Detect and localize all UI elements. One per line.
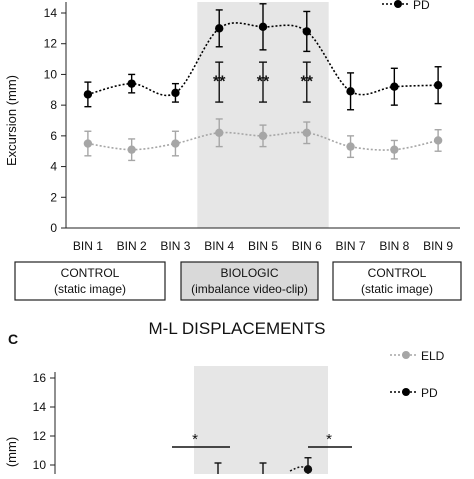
condition-box [332,261,462,301]
legend-marker [402,388,410,396]
data-point [390,82,399,91]
data-point [346,142,355,151]
data-point [215,24,224,33]
condition-box-subtitle: (static image) [54,282,126,296]
y-tick-label: 10 [33,458,47,472]
y-tick-label: 12 [33,429,47,443]
data-point [171,88,180,98]
x-tick-label: BIN 4 [204,239,234,253]
data-point [433,80,443,90]
legend-marker-pd [394,0,402,8]
condition-box-title: CONTROL [368,266,427,280]
y-tick-label: 16 [33,371,47,385]
significance-stars: ** [257,74,270,91]
chart-title: M-L DISPLACEMENTS [149,319,326,338]
y-axis-label: Excursion (mm) [4,75,19,166]
x-tick-label: BIN 3 [160,239,190,253]
y-axis-label: (mm) [4,437,19,467]
x-tick-label: BIN 5 [248,239,278,253]
x-tick-label: BIN 6 [292,239,322,253]
legend-marker [402,351,410,359]
data-point [215,128,224,137]
significance-stars: ** [301,74,314,91]
y-tick-label: 14 [44,6,58,20]
data-point [302,27,311,36]
data-point [390,145,399,154]
legend-label-pd: PD [413,0,430,12]
panel-b-chart: 0 2 4 6 8 10 12 14 Excursion (mm) BIN 1 BIN 2 BIN 3… [4,0,460,253]
x-tick-label: BIN 8 [379,239,409,253]
y-tick-label: 12 [44,37,58,51]
y-tick-label: 14 [33,400,47,414]
data-point [258,131,268,141]
x-tick-label: BIN 2 [117,239,147,253]
significance-star: * [326,431,332,448]
condition-box [180,261,319,301]
data-point [433,136,443,145]
data-point [127,79,136,88]
data-point [127,145,136,154]
condition-box-subtitle: (imbalance video-clip) [191,282,308,296]
shaded-region [194,366,328,474]
panel-label: C [8,331,18,347]
y-tick-label: 8 [50,98,57,112]
condition-box-title: BIOLOGIC [220,266,278,280]
significance-stars: ** [213,74,226,91]
y-tick-label: 0 [50,221,57,235]
condition-box-title: CONTROL [61,266,120,280]
y-tick-label: 6 [50,129,57,143]
condition-boxes: CONTROL (static image) BIOLOGIC (imbalance … [14,261,462,301]
y-tick-label: 10 [44,67,58,81]
y-tick-label: 4 [50,160,57,174]
legend-label: ELD [421,349,445,363]
legend-label: PD [421,386,438,400]
condition-box-subtitle: (static image) [361,282,433,296]
panel-c-chart: C M-L DISPLACEMENTS 10 12 14 16 (mm) ELD PD * * [4,319,445,474]
data-point [303,465,313,474]
x-tick-label: BIN 1 [73,239,103,253]
significance-star: * [192,431,198,448]
data-point [346,87,355,96]
series-line-pd [87,22,439,97]
condition-box [14,261,166,301]
y-tick-label: 2 [50,190,57,204]
data-point [171,139,180,148]
data-point [258,22,268,32]
x-tick-label: BIN 7 [336,239,366,253]
data-point [302,128,311,137]
x-tick-label: BIN 9 [423,239,453,253]
data-point [83,139,93,148]
data-point [83,90,93,99]
